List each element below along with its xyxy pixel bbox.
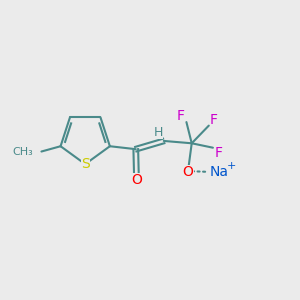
Text: CH₃: CH₃ [12, 146, 33, 157]
Text: F: F [215, 146, 223, 160]
Text: H: H [154, 126, 163, 139]
Text: S: S [81, 157, 90, 171]
Text: O: O [183, 165, 194, 179]
Text: O: O [131, 173, 142, 187]
Text: +: + [227, 161, 236, 171]
Text: Na: Na [210, 165, 229, 179]
Text: F: F [210, 113, 218, 127]
Text: F: F [177, 109, 185, 123]
